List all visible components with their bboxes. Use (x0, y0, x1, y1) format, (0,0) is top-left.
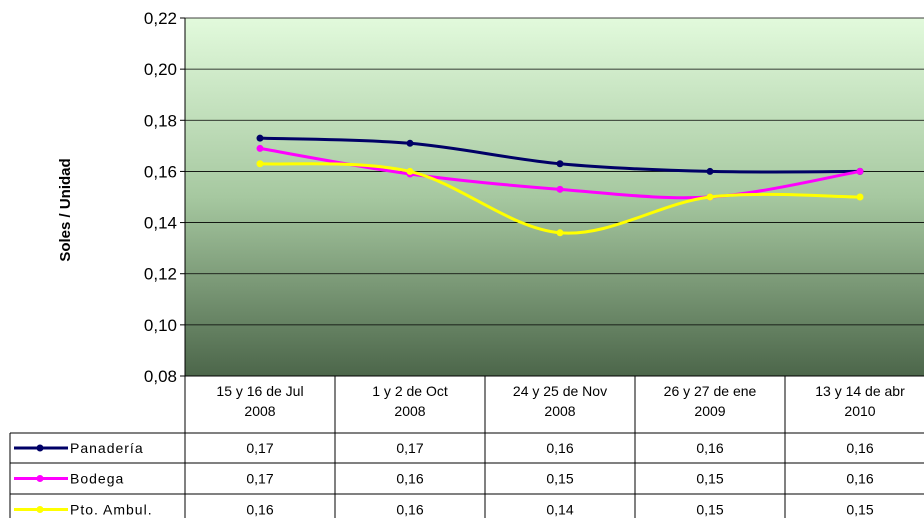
x-tick-label: 1 y 2 de Oct (372, 383, 448, 399)
table-value: 0,16 (696, 440, 723, 456)
x-tick-label: 26 y 27 de ene (664, 383, 757, 399)
table-value: 0,15 (546, 471, 573, 487)
marker (856, 193, 864, 201)
marker (556, 160, 564, 168)
table-value: 0,16 (396, 471, 423, 487)
table-value: 0,16 (846, 440, 873, 456)
legend-label: Panadería (70, 440, 144, 456)
x-tick-label: 24 y 25 de Nov (513, 383, 607, 399)
table-value: 0,16 (246, 502, 273, 518)
x-tick-label: 13 y 14 de abr (815, 383, 905, 399)
table-value: 0,16 (546, 440, 573, 456)
marker (406, 139, 414, 147)
table-value: 0,17 (246, 471, 273, 487)
legend-label: Bodega (70, 471, 124, 487)
table-value: 0,15 (696, 502, 723, 518)
x-tick-label: 15 y 16 de Jul (216, 383, 303, 399)
y-axis-label: Soles / Unidad (57, 158, 74, 261)
y-tick-label: 0,10 (144, 316, 177, 335)
x-tick-label: 2008 (244, 403, 275, 419)
table-value: 0,17 (396, 440, 423, 456)
x-tick-label: 2009 (694, 403, 725, 419)
legend-marker (36, 475, 44, 482)
marker (706, 167, 714, 175)
y-tick-label: 0,16 (144, 162, 177, 181)
y-tick-label: 0,14 (144, 214, 177, 233)
table-value: 0,14 (546, 502, 573, 518)
table-value: 0,16 (396, 502, 423, 518)
marker (406, 167, 414, 175)
legend-marker (36, 444, 44, 452)
marker (256, 160, 264, 168)
marker (856, 167, 864, 175)
table-value: 0,15 (696, 471, 723, 487)
table-value: 0,15 (846, 502, 873, 518)
y-tick-label: 0,20 (144, 60, 177, 79)
x-tick-label: 2010 (844, 403, 875, 419)
y-tick-label: 0,12 (144, 265, 177, 284)
legend-marker (36, 506, 44, 513)
x-tick-label: 2008 (544, 403, 575, 419)
marker (256, 144, 264, 152)
x-tick-label: 2008 (394, 403, 425, 419)
marker (556, 229, 564, 237)
legend-label: Pto. Ambul. (70, 502, 153, 518)
marker (706, 193, 714, 201)
y-tick-label: 0,08 (144, 367, 177, 386)
table-value: 0,16 (846, 471, 873, 487)
marker (556, 185, 564, 193)
table-value: 0,17 (246, 440, 273, 456)
plot-area (185, 18, 924, 376)
y-tick-label: 0,22 (144, 9, 177, 28)
y-tick-label: 0,18 (144, 111, 177, 130)
marker (256, 134, 264, 142)
